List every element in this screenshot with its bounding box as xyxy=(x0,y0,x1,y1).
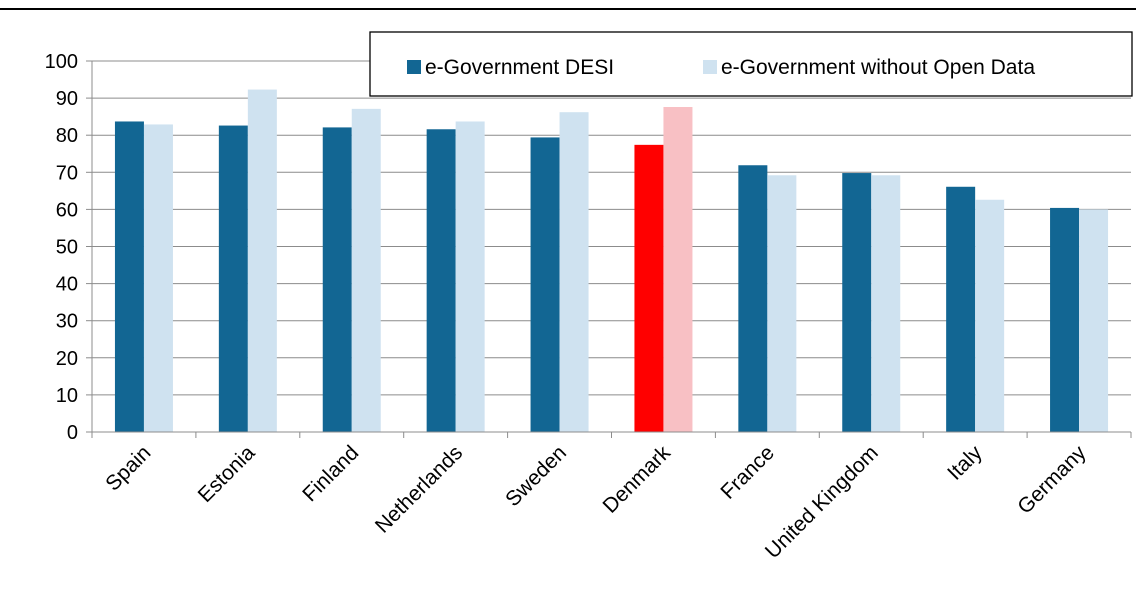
x-tick-label-spain: Spain xyxy=(101,441,155,495)
y-tick-label: 60 xyxy=(56,199,78,221)
y-tick-label: 40 xyxy=(56,274,78,296)
bar-denmark-e-government-desi xyxy=(634,144,664,432)
x-tick-label-sweden: Sweden xyxy=(501,441,571,511)
y-tick-label: 90 xyxy=(56,88,78,110)
legend: e-Government DESI e-Government without O… xyxy=(369,31,1133,97)
legend-box xyxy=(369,31,1133,97)
y-tick-label: 20 xyxy=(56,348,78,370)
bar-sweden-e-government-without-open-data xyxy=(559,112,589,432)
x-tick-label-united-kingdom: United Kingdom xyxy=(761,441,883,563)
bar-sweden-e-government-desi xyxy=(530,137,560,432)
legend-label-without-open-data: e-Government without Open Data xyxy=(721,56,1035,79)
x-tick-label-italy: Italy xyxy=(943,441,987,485)
bar-denmark-e-government-without-open-data xyxy=(663,107,693,432)
bar-finland-e-government-without-open-data xyxy=(351,108,381,432)
y-tick-label: 50 xyxy=(56,237,78,259)
legend-swatch-without-open-data xyxy=(703,60,717,74)
bar-italy-e-government-without-open-data xyxy=(975,199,1005,432)
y-tick-label: 0 xyxy=(67,422,78,444)
x-tick-label-estonia: Estonia xyxy=(194,441,260,507)
bar-united-kingdom-e-government-desi xyxy=(842,173,872,433)
x-tick-label-finland: Finland xyxy=(298,441,363,506)
bar-estonia-e-government-without-open-data xyxy=(247,89,277,432)
x-tick-label-netherlands: Netherlands xyxy=(371,441,467,537)
legend-swatch-desi xyxy=(407,60,421,74)
bar-italy-e-government-desi xyxy=(946,186,976,432)
axes xyxy=(86,60,1132,438)
x-tick-label-germany: Germany xyxy=(1013,441,1091,519)
bar-france-e-government-without-open-data xyxy=(767,175,797,432)
bar-netherlands-e-government-desi xyxy=(426,129,456,432)
y-tick-labels: 0 10 20 30 40 50 60 70 80 90 100 xyxy=(45,51,78,444)
bar-finland-e-government-desi xyxy=(322,127,352,432)
bar-france-e-government-desi xyxy=(738,165,768,432)
bar-netherlands-e-government-without-open-data xyxy=(455,121,485,433)
y-tick-label: 10 xyxy=(56,385,78,407)
y-tick-label: 70 xyxy=(56,162,78,184)
x-tick-label-france: France xyxy=(716,441,778,503)
legend-label-desi: e-Government DESI xyxy=(425,56,614,79)
x-tick-label-denmark: Denmark xyxy=(598,441,675,518)
bar-germany-e-government-desi xyxy=(1050,207,1080,432)
y-tick-label: 30 xyxy=(56,311,78,333)
y-tick-label: 80 xyxy=(56,125,78,147)
x-tick-labels: Spain Estonia Finland Netherlands Sweden Denm… xyxy=(101,441,1091,563)
bar-united-kingdom-e-government-without-open-data xyxy=(871,175,901,432)
bar-spain-e-government-desi xyxy=(114,121,144,433)
bar-germany-e-government-without-open-data xyxy=(1079,209,1109,432)
bar-spain-e-government-without-open-data xyxy=(143,124,173,432)
bars xyxy=(114,89,1109,433)
y-tick-label: 100 xyxy=(45,51,78,73)
bar-estonia-e-government-desi xyxy=(218,125,248,432)
